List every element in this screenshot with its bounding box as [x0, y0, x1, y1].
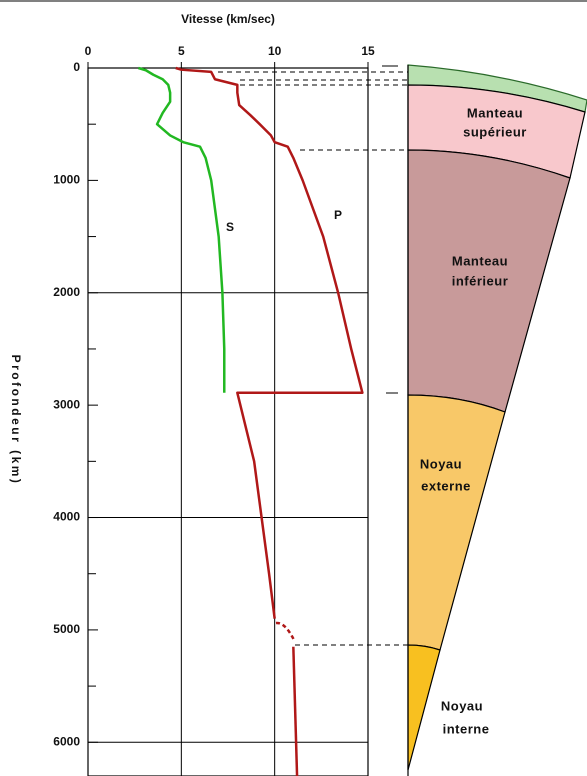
- x-tick-label: 0: [85, 44, 92, 58]
- y-tick-label: 3000: [53, 397, 80, 411]
- y-tick-label: 5000: [53, 622, 80, 636]
- layer-label: Noyau: [441, 698, 483, 713]
- series-line: [292, 646, 299, 776]
- series-label: P: [334, 208, 342, 222]
- y-tick-label: 0: [73, 60, 80, 74]
- y-tick-label: 2000: [53, 285, 80, 299]
- layer-label: supérieur: [463, 124, 527, 139]
- y-tick-label: 6000: [53, 734, 80, 748]
- layer-label: Manteau: [467, 105, 523, 120]
- layer-label: Manteau: [452, 253, 508, 268]
- inner-core: [407, 644, 441, 771]
- layer-label: interne: [443, 721, 490, 736]
- x-tick-label: 5: [178, 44, 185, 58]
- chart-title: Vitesse (km/sec): [181, 12, 275, 26]
- layer-label: inférieur: [452, 273, 509, 288]
- y-tick-label: 4000: [53, 510, 80, 524]
- earth-wedge: [407, 64, 587, 776]
- x-tick-label: 15: [361, 44, 375, 58]
- p-transition: [275, 621, 296, 641]
- x-tick-label: 10: [268, 44, 282, 58]
- series-line: [138, 66, 226, 393]
- outer-core: [407, 394, 506, 651]
- series-label: S: [226, 220, 234, 234]
- layer-label: externe: [421, 478, 471, 493]
- plot-frame: [87, 67, 369, 776]
- y-tick-label: 1000: [53, 173, 80, 187]
- series-line: [175, 66, 364, 619]
- boundaries: [218, 71, 408, 646]
- layer-label: Noyau: [420, 456, 462, 471]
- y-axis-label: Profondeur (km): [9, 355, 23, 486]
